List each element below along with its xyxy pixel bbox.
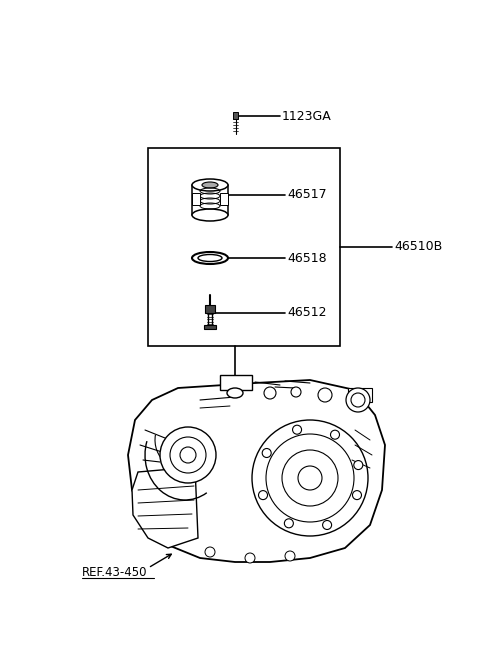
Ellipse shape bbox=[245, 553, 255, 563]
Ellipse shape bbox=[227, 388, 243, 398]
Ellipse shape bbox=[266, 434, 354, 522]
Text: 46517: 46517 bbox=[287, 188, 326, 201]
Bar bbox=[205, 305, 215, 313]
Ellipse shape bbox=[323, 520, 332, 529]
Polygon shape bbox=[204, 325, 216, 329]
Ellipse shape bbox=[298, 466, 322, 490]
Ellipse shape bbox=[284, 519, 293, 528]
Polygon shape bbox=[128, 380, 385, 562]
Bar bbox=[148, 148, 340, 346]
Ellipse shape bbox=[285, 551, 295, 561]
Ellipse shape bbox=[282, 450, 338, 506]
Text: REF.43-450: REF.43-450 bbox=[82, 565, 147, 579]
Bar bbox=[192, 193, 200, 205]
Ellipse shape bbox=[198, 255, 222, 262]
Ellipse shape bbox=[351, 393, 365, 407]
Ellipse shape bbox=[291, 387, 301, 397]
Ellipse shape bbox=[262, 449, 271, 457]
Ellipse shape bbox=[192, 209, 228, 221]
Ellipse shape bbox=[259, 491, 267, 500]
Ellipse shape bbox=[205, 547, 215, 557]
Ellipse shape bbox=[202, 182, 218, 188]
Text: 1123GA: 1123GA bbox=[282, 110, 332, 123]
Bar bbox=[220, 193, 228, 205]
Bar bbox=[348, 388, 372, 402]
Ellipse shape bbox=[354, 461, 363, 470]
Ellipse shape bbox=[180, 447, 196, 463]
Text: 46510B: 46510B bbox=[394, 241, 442, 253]
Ellipse shape bbox=[170, 437, 206, 473]
Bar bbox=[233, 112, 238, 119]
Ellipse shape bbox=[160, 427, 216, 483]
Ellipse shape bbox=[192, 252, 228, 264]
Polygon shape bbox=[132, 467, 198, 548]
Ellipse shape bbox=[346, 388, 370, 412]
Ellipse shape bbox=[331, 430, 339, 440]
Ellipse shape bbox=[264, 387, 276, 399]
Text: 46518: 46518 bbox=[287, 251, 326, 264]
Ellipse shape bbox=[292, 425, 301, 434]
Ellipse shape bbox=[318, 388, 332, 402]
Text: 46512: 46512 bbox=[287, 306, 326, 319]
Ellipse shape bbox=[352, 491, 361, 500]
Polygon shape bbox=[220, 375, 252, 390]
Ellipse shape bbox=[252, 420, 368, 536]
Ellipse shape bbox=[192, 179, 228, 191]
